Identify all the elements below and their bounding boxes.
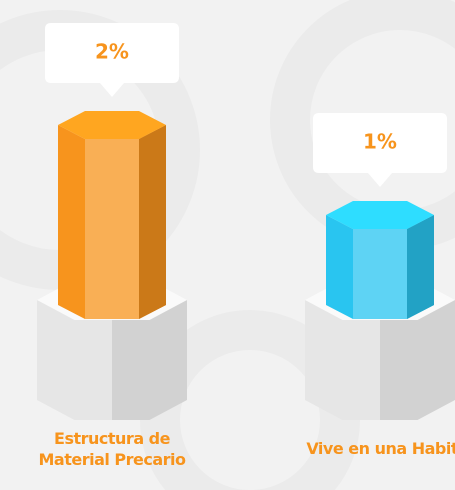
infographic: 2% 1% Estructura de Material Precario Viv… <box>0 0 455 490</box>
bar-side <box>139 125 166 319</box>
chart: 2% 1% <box>0 0 455 490</box>
bar-highlight <box>85 139 139 319</box>
bar-side <box>407 215 434 319</box>
category-label: Estructura de Material Precario <box>17 428 207 470</box>
value-label: 2% <box>95 40 129 64</box>
value-label: 1% <box>363 130 397 154</box>
category-label: Vive en una Habitación <box>290 438 455 459</box>
bar-highlight <box>353 229 407 319</box>
